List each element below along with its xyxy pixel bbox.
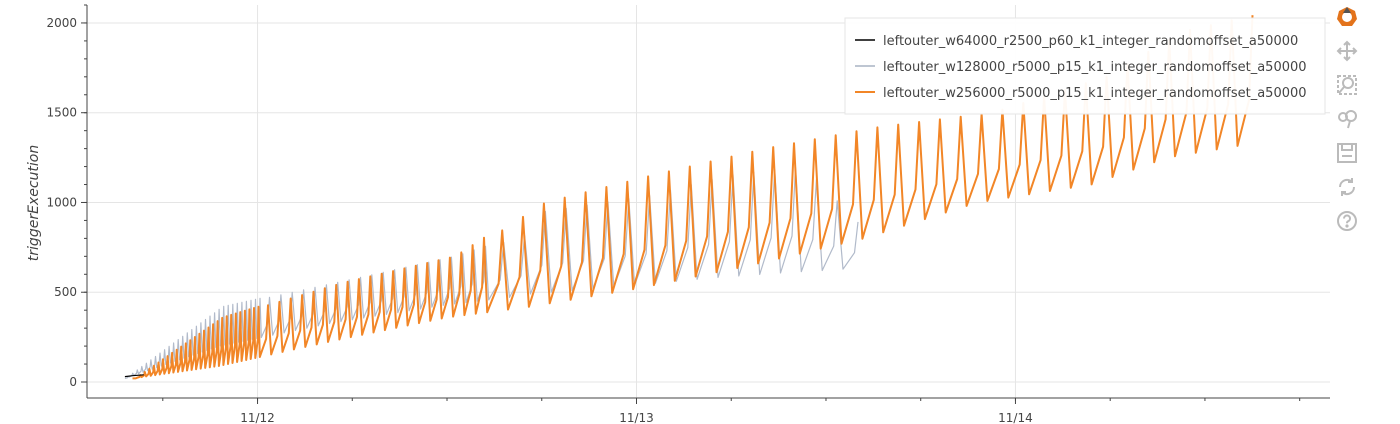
y-tick-label: 1000 [46,195,77,209]
save-icon[interactable] [1334,140,1360,166]
x-tick-label: 11/12 [240,411,275,424]
bokeh-logo-icon [1334,4,1360,30]
series-line [124,374,144,378]
y-tick-label: 1500 [46,106,77,120]
wheel-zoom-icon[interactable] [1334,106,1360,132]
y-tick-label: 0 [69,375,77,389]
toolbar [1334,4,1362,242]
y-axis-title: triggerExecution [26,145,42,261]
y-tick-label: 500 [54,285,77,299]
legend-label: leftouter_w256000_r5000_p15_k1_integer_r… [883,86,1307,101]
x-tick-label: 11/14 [998,411,1033,424]
x-tick-label: 11/13 [619,411,654,424]
y-tick-label: 2000 [46,16,77,30]
pan-icon[interactable] [1334,38,1360,64]
series-line [132,15,1254,380]
help-icon[interactable] [1334,208,1360,234]
box-zoom-icon[interactable] [1334,72,1360,98]
legend-label: leftouter_w128000_r5000_p15_k1_integer_r… [883,60,1307,75]
legend-box [844,17,1326,115]
series-layer [124,15,1254,380]
legend-label: leftouter_w64000_r2500_p60_k1_integer_ra… [883,34,1298,49]
axes: 0 500 1000 1500 2000 11/12 11/13 11/14 [46,4,1330,424]
reset-icon[interactable] [1334,174,1360,200]
legend: leftouter_w64000_r2500_p60_k1_integer_ra… [844,17,1326,115]
